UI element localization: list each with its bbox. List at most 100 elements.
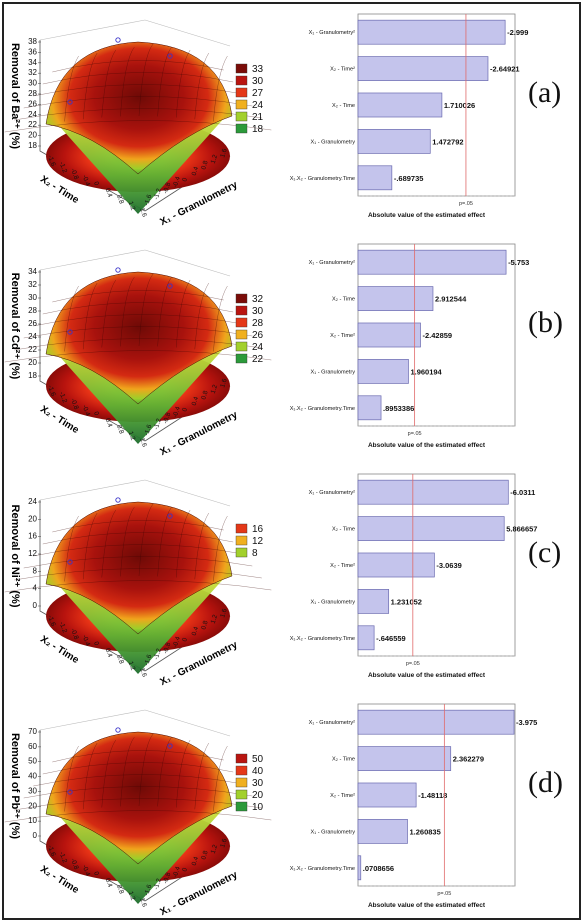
- pareto-value-label: -5.753: [508, 258, 529, 267]
- z-axis-label: Removal of Ba²⁺ (%): [9, 43, 21, 149]
- x2-tick-label: -0.4: [81, 404, 92, 417]
- surface-axis-back: [39, 249, 146, 271]
- z-axis-label: Removal of Cd²⁺ (%): [9, 273, 21, 380]
- surface-mesh-line: [33, 544, 243, 557]
- x2-tick-label: 0: [92, 641, 100, 647]
- legend-swatch: [235, 777, 248, 788]
- legend-swatch: [235, 63, 248, 74]
- x2-tick-label: 1.2: [127, 200, 137, 211]
- x2-tick-label: -1.6: [46, 384, 57, 397]
- pareto-value-label: -1.48118: [418, 791, 447, 800]
- legend-swatch: [235, 753, 248, 764]
- surface-mesh-line: [120, 276, 135, 347]
- legend-label: 33: [252, 64, 264, 75]
- surface-mesh-line: [23, 96, 253, 109]
- pareto-bar: [357, 165, 393, 191]
- surface-mesh-line: [138, 43, 154, 117]
- z-tick-label: 24: [28, 110, 37, 119]
- surface-mesh-line: [23, 326, 253, 339]
- panel-letter: (b): [528, 306, 563, 339]
- pareto-bar: [357, 516, 505, 541]
- panel-letter: (d): [528, 766, 563, 799]
- z-tick-label: 30: [28, 293, 37, 302]
- pareto-value-label: 1.231052: [391, 597, 422, 606]
- z-tick-label: 50: [28, 757, 37, 766]
- z-tick-label: 8: [33, 566, 38, 575]
- pareto-bar: [357, 479, 509, 505]
- legend-swatch: [235, 523, 248, 534]
- z-tick-label: 70: [28, 727, 37, 736]
- surface-mesh-line: [120, 506, 135, 577]
- x1-tick-label: 0.8: [200, 389, 210, 400]
- z-tick-label: 10: [28, 816, 37, 825]
- x2-tick-label: 1.6: [138, 207, 148, 218]
- z-tick-label: 34: [28, 267, 37, 276]
- surface-mesh-line: [42, 302, 234, 315]
- x1-tick-label: 0.8: [200, 849, 210, 860]
- surface-mesh-line: [213, 285, 228, 352]
- legend-label: 24: [252, 100, 264, 111]
- legend-label: 27: [252, 88, 264, 99]
- surface-mesh-line: [138, 273, 154, 347]
- z-tick-label: 28: [28, 89, 37, 98]
- panel-b: 18 20 22 24 26 28 30 32 34 Removal of Cd²⁺ (%) -1.…: [0, 236, 585, 464]
- legend-label: 22: [252, 354, 264, 365]
- surface-axis-back-right: [144, 249, 231, 277]
- observed-point: [115, 267, 121, 273]
- x2-tick-label: 0.8: [115, 884, 125, 895]
- x1-tick-label: 0: [181, 177, 189, 183]
- legend-label: 30: [252, 76, 264, 87]
- pareto-value-label: -3.0639: [436, 561, 461, 570]
- x2-tick-label: -0.8: [69, 627, 80, 640]
- surface-axis-back: [39, 709, 146, 731]
- surface-mesh-line: [14, 568, 262, 581]
- pareto-category-label: X₂ - Time: [332, 757, 355, 763]
- pareto-bar: [357, 19, 506, 45]
- z-tick-label: 20: [28, 801, 37, 810]
- pareto-bar: [357, 129, 431, 154]
- legend-label: 16: [252, 524, 264, 535]
- surface-mesh-line: [120, 736, 135, 807]
- observed-point: [167, 743, 173, 749]
- pareto-category-label: X₁.X₂ - Granulometry.Time: [290, 176, 355, 182]
- x2-tick-label: 0.4: [104, 417, 114, 428]
- pareto-x-axis-label: Absolute value of the estimated effect: [368, 212, 486, 219]
- x1-tick-label: 1.2: [210, 613, 220, 624]
- pareto-value-label: -.689735: [394, 174, 424, 183]
- z-tick-label: 30: [28, 786, 37, 795]
- x2-tick-label: -0.8: [69, 857, 80, 870]
- x1-tick-label: -1.2: [153, 417, 163, 430]
- observed-point: [115, 37, 121, 43]
- legend-label: 28: [252, 318, 264, 329]
- pareto-category-label: X₁ - Granulometry: [311, 829, 356, 835]
- pareto-value-label: -2.42859: [423, 331, 453, 340]
- legend-swatch: [235, 305, 248, 316]
- pareto-value-label: 5.866657: [506, 525, 537, 534]
- observed-point: [167, 53, 173, 59]
- surface-mesh-line: [33, 314, 243, 327]
- panel-a: 18 20 22 24 26 28 30 32 34 36 38 Removal of Ba²⁺ (%…: [0, 6, 585, 234]
- legend-swatch: [235, 293, 248, 304]
- pareto-bar: [357, 746, 452, 771]
- pareto-category-label: X₂ - Time: [332, 297, 355, 303]
- surface-mesh-line: [213, 745, 228, 812]
- surface-mesh-line: [120, 46, 135, 117]
- observed-point: [67, 559, 73, 565]
- panel-letter: (c): [528, 536, 562, 569]
- pareto-bar: [357, 709, 515, 735]
- surface-mesh-line: [83, 282, 98, 350]
- x2-tick-label: 0.4: [104, 877, 114, 888]
- x1-tick-label: -0.8: [162, 181, 172, 194]
- surface-axis-frame: [39, 730, 146, 902]
- pareto-significance-label: p=.05: [408, 431, 422, 437]
- pareto-chart: -6.0311 X₁ - Granulometry² 5.866657 X₂ - Ti…: [290, 473, 537, 679]
- legend-swatch: [235, 547, 248, 558]
